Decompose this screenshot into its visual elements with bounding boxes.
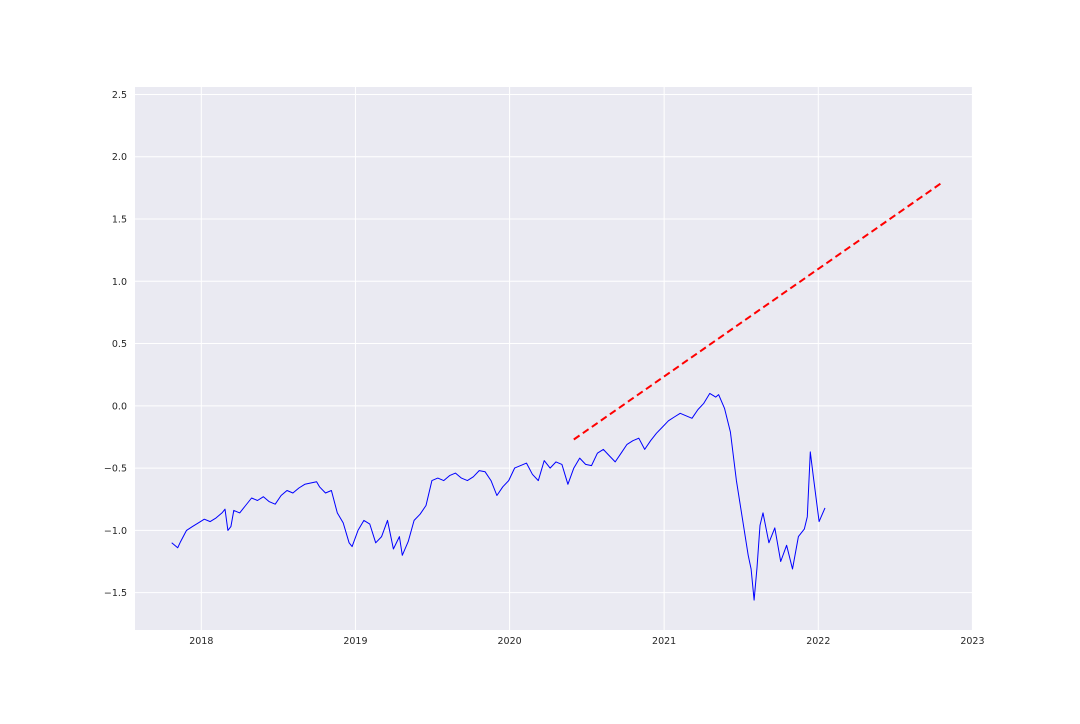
y-tick-label: 2.0 <box>112 152 127 163</box>
y-tick-label: 0.0 <box>112 401 127 412</box>
series-layer <box>171 182 943 601</box>
x-tick-label: 2023 <box>960 636 984 647</box>
price-line <box>171 392 826 601</box>
y-tick-label: 2.5 <box>112 90 127 101</box>
y-tick-label: 1.0 <box>112 277 127 288</box>
x-tick-label: 2022 <box>806 636 830 647</box>
y-tick-label: 0.5 <box>112 339 127 350</box>
y-tick-label: −1.0 <box>104 526 127 537</box>
plot-background <box>135 87 972 630</box>
x-tick-label: 2019 <box>343 636 367 647</box>
x-tick-label: 2018 <box>189 636 213 647</box>
tick-layer: 2018 2019 2020 2021 2022 2023 −1.5 −1.0 −0.5 0.0 0… <box>104 90 985 647</box>
y-tick-label: −1.5 <box>104 588 127 599</box>
y-tick-label: −0.5 <box>104 464 127 475</box>
x-tick-label: 2020 <box>497 636 521 647</box>
x-tick-label: 2021 <box>652 636 676 647</box>
grid-layer <box>135 87 973 630</box>
y-tick-label: 1.5 <box>112 215 127 226</box>
trend-line <box>573 182 943 441</box>
